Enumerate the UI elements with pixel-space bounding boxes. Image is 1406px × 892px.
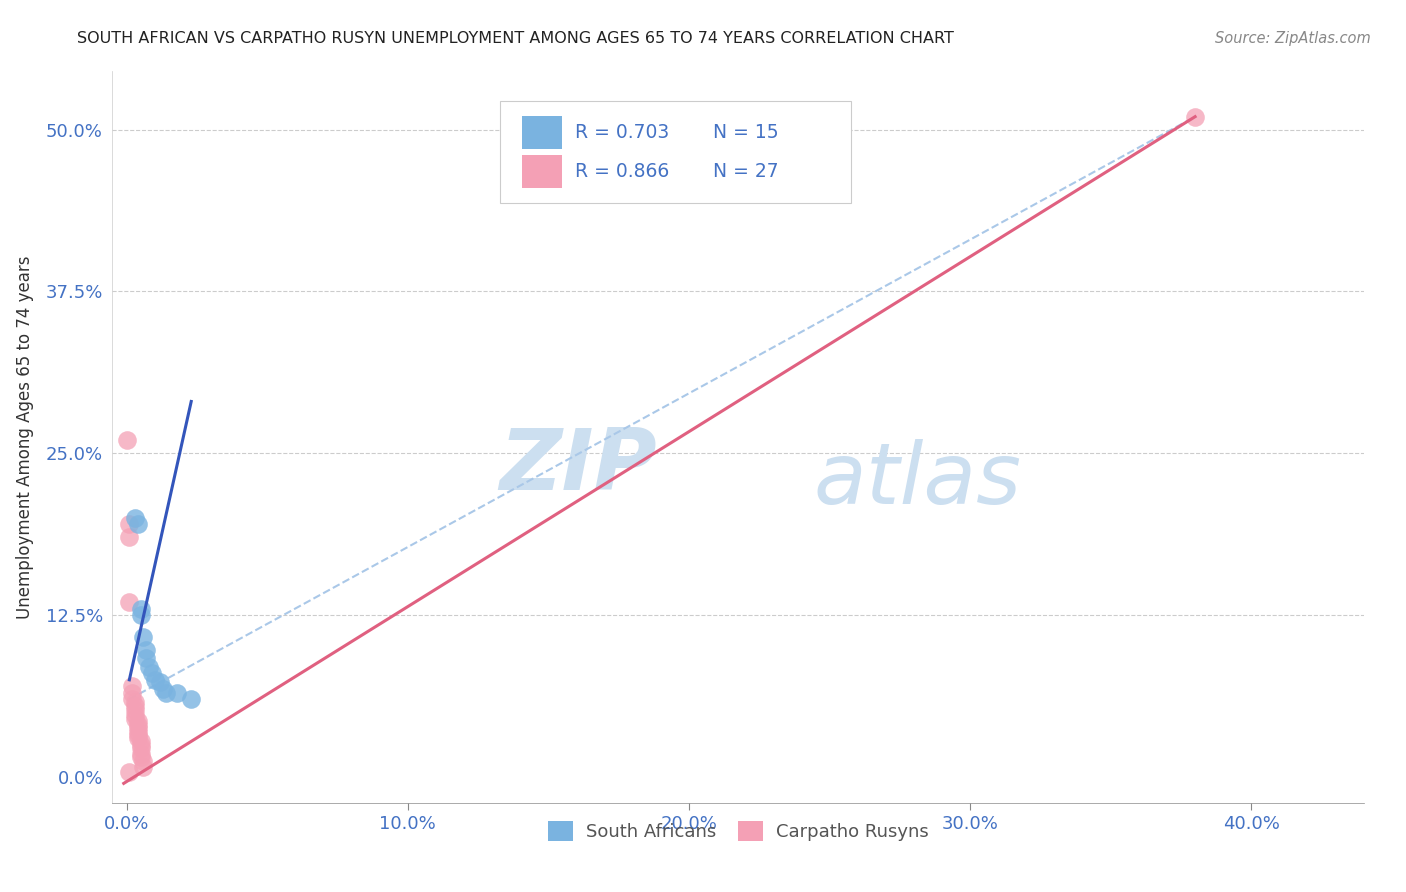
Point xyxy=(115,434,138,448)
Text: Source: ZipAtlas.com: Source: ZipAtlas.com xyxy=(1215,31,1371,46)
Point xyxy=(129,733,152,747)
Point xyxy=(127,517,149,532)
Point xyxy=(129,738,152,752)
Legend: South Africans, Carpatho Rusyns: South Africans, Carpatho Rusyns xyxy=(541,814,935,848)
Point xyxy=(152,681,174,696)
Point xyxy=(1184,110,1206,124)
Point xyxy=(129,750,152,764)
Point xyxy=(166,686,188,700)
Point xyxy=(149,675,172,690)
Point xyxy=(127,724,149,739)
Point xyxy=(135,643,157,657)
Text: atlas: atlas xyxy=(813,440,1021,523)
Y-axis label: Unemployment Among Ages 65 to 74 years: Unemployment Among Ages 65 to 74 years xyxy=(17,255,34,619)
Point xyxy=(124,707,146,722)
Text: ZIP: ZIP xyxy=(499,425,657,508)
Point xyxy=(141,666,163,681)
Point xyxy=(138,660,160,674)
Point xyxy=(132,630,155,644)
Point xyxy=(121,692,143,706)
Text: SOUTH AFRICAN VS CARPATHO RUSYN UNEMPLOYMENT AMONG AGES 65 TO 74 YEARS CORRELATI: SOUTH AFRICAN VS CARPATHO RUSYN UNEMPLOY… xyxy=(77,31,955,46)
FancyBboxPatch shape xyxy=(522,155,562,188)
Text: N = 15: N = 15 xyxy=(713,122,779,142)
Point xyxy=(127,718,149,732)
Point xyxy=(118,517,141,532)
Point xyxy=(118,530,141,544)
Point xyxy=(118,764,141,779)
Point xyxy=(124,712,146,726)
FancyBboxPatch shape xyxy=(501,101,851,203)
Text: R = 0.703: R = 0.703 xyxy=(575,122,669,142)
Point xyxy=(180,692,202,706)
Point xyxy=(132,755,155,769)
Point xyxy=(121,686,143,700)
Point xyxy=(118,595,141,609)
Point xyxy=(124,703,146,717)
Point xyxy=(127,721,149,735)
Point xyxy=(129,741,152,756)
Point xyxy=(124,695,146,709)
Point xyxy=(129,608,152,623)
Point xyxy=(155,686,177,700)
Point xyxy=(124,511,146,525)
Text: R = 0.866: R = 0.866 xyxy=(575,162,669,181)
Point xyxy=(121,679,143,693)
Point xyxy=(135,650,157,665)
Point xyxy=(124,698,146,713)
Point xyxy=(129,747,152,761)
Point xyxy=(127,714,149,729)
Point xyxy=(143,673,166,687)
Point xyxy=(127,731,149,745)
FancyBboxPatch shape xyxy=(522,116,562,149)
Point xyxy=(129,601,152,615)
Text: N = 27: N = 27 xyxy=(713,162,779,181)
Point xyxy=(127,729,149,743)
Point xyxy=(132,759,155,773)
